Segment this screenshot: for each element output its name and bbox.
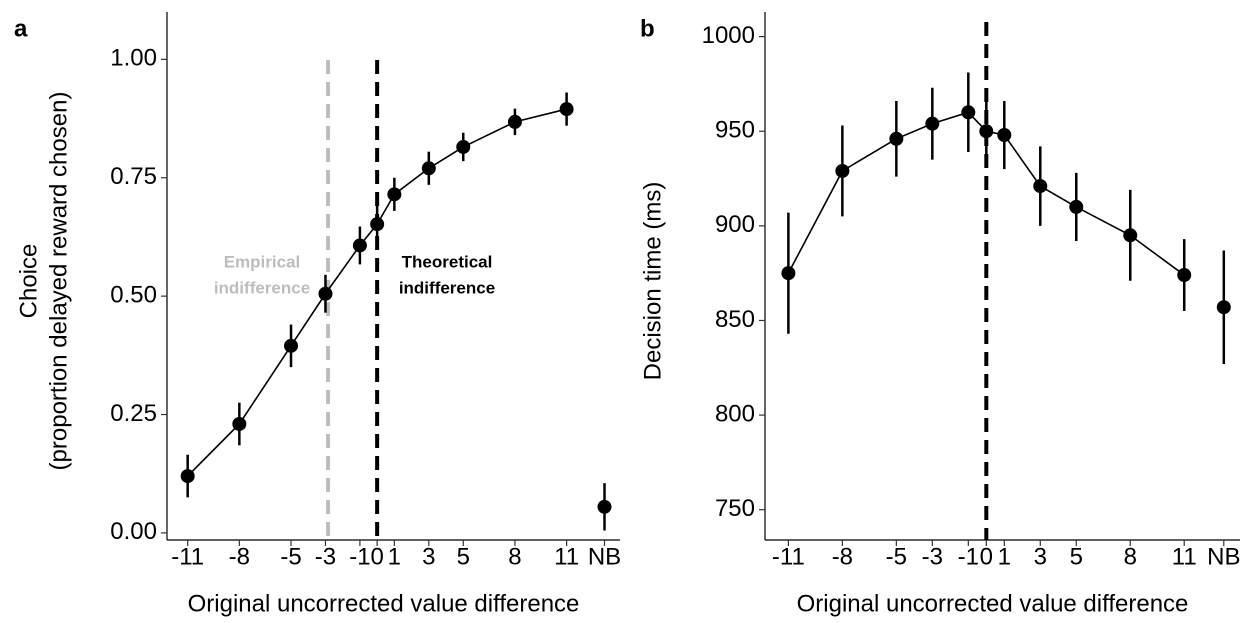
point [284,338,299,353]
x-tick-label: -8 [229,543,250,570]
y-tick-label: 0.75 [110,163,157,190]
x-tick-label: 3 [422,543,435,570]
y-axis-title: Choice [15,244,42,319]
x-tick-label: 11 [554,543,579,570]
y-tick-label: 950 [715,117,755,144]
x-tick-label: -1 [958,543,979,570]
x-tick-label: 8 [508,543,521,570]
x-tick-label: 0 [370,543,383,570]
x-tick-label: 0 [980,543,993,570]
y-tick-label: 0.25 [110,400,157,427]
y-tick-label: 800 [715,400,755,427]
point [1177,268,1192,283]
x-tick-label: -3 [922,543,943,570]
point [997,128,1012,143]
annotation: Empirical [224,252,301,271]
x-tick-label: 3 [1034,543,1047,570]
annotation: Theoretical [402,252,493,271]
x-tick-label: -5 [886,543,907,570]
point [1123,228,1138,243]
point [1216,300,1231,315]
x-tick-label: 11 [1172,543,1197,570]
annotation: indifference [399,278,495,297]
x-tick-label: 1 [998,543,1011,570]
y-tick-label: 0.00 [110,518,157,545]
x-tick-label: -3 [315,543,336,570]
point [507,114,522,129]
x-tick-label: 5 [1070,543,1083,570]
point [421,161,436,176]
y-tick-label: 750 [715,495,755,522]
panel-label: a [14,15,28,42]
point [961,105,976,120]
x-tick-label: 5 [457,543,470,570]
point [781,266,796,281]
annotation: indifference [214,278,310,297]
y-axis-title: Decision time (ms) [639,182,666,381]
x-axis-title: Original uncorrected value difference [188,590,580,617]
y-tick-label: 0.50 [110,281,157,308]
y-tick-label: 850 [715,306,755,333]
point [1069,199,1084,214]
x-tick-label: 8 [1124,543,1137,570]
panel-label: b [640,15,655,42]
point [559,102,574,117]
x-tick-label: -8 [832,543,853,570]
point [925,116,940,131]
point [318,286,333,301]
x-tick-label: NB [588,543,621,570]
y-tick-label: 1000 [702,22,755,49]
x-tick-label: NB [1207,543,1240,570]
x-axis-title: Original uncorrected value difference [797,590,1189,617]
point [456,139,471,154]
point [387,187,402,202]
point [835,163,850,178]
point [352,238,367,253]
y-axis-title: (proportion delayed reward chosen) [45,92,72,471]
point [180,469,195,484]
x-tick-label: -5 [280,543,301,570]
x-tick-label: -1 [349,543,370,570]
point [597,499,612,514]
point [1033,179,1048,194]
point [979,124,994,139]
y-tick-label: 900 [715,211,755,238]
point [370,217,385,232]
x-tick-label: 1 [388,543,401,570]
y-tick-label: 1.00 [110,45,157,72]
point [889,131,904,146]
x-tick-label: -11 [171,543,204,570]
x-tick-label: -11 [772,543,805,570]
point [232,416,247,431]
